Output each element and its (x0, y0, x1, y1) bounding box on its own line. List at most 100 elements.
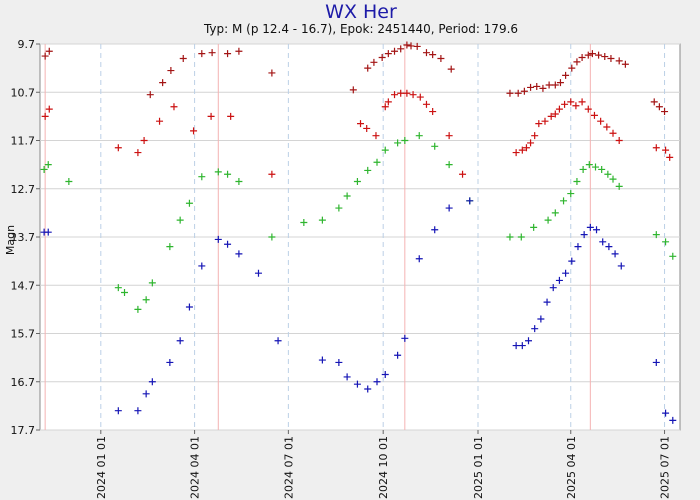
data-point-green (560, 197, 568, 205)
data-point-darkred (45, 47, 53, 55)
data-point-darkred (437, 54, 445, 62)
data-point-darkred (506, 89, 514, 97)
data-point-red (372, 132, 380, 140)
data-point-blue (176, 337, 184, 345)
data-point-darkred (146, 91, 154, 99)
data-point-green (604, 170, 612, 178)
data-point-darkred (378, 54, 386, 62)
grid (40, 43, 680, 431)
y-tick-labels: 9.7 10.7 11.7 12.7 13.7 14.7 15.7 16.7 17.7 (11, 38, 40, 437)
data-point-blue (254, 269, 262, 277)
data-point-darkred (349, 86, 357, 94)
data-point-blue (599, 238, 607, 246)
data-point-darkred (556, 79, 564, 87)
data-point-darkred (527, 83, 535, 91)
data-point-green (268, 233, 276, 241)
data-point-red (572, 102, 580, 110)
y-axis-label: Magn (4, 225, 17, 255)
data-point-red (391, 91, 399, 99)
data-point-red (416, 93, 424, 101)
data-point-red (567, 98, 575, 106)
data-point-darkred (159, 79, 167, 87)
data-point-red (666, 153, 674, 161)
data-point-blue (525, 337, 533, 345)
data-point-blue (114, 407, 122, 415)
data-point-darkred (533, 82, 541, 90)
data-point-red (156, 117, 164, 125)
data-point-blue (617, 262, 625, 270)
data-point-darkred (413, 42, 421, 50)
data-point-red (603, 123, 611, 131)
data-point-red (615, 137, 623, 144)
data-point-darkred (208, 49, 216, 57)
data-point-red (45, 105, 53, 113)
y-tick-label: 12.7 (11, 183, 36, 196)
data-point-green (40, 165, 48, 173)
data-point-green (598, 165, 606, 173)
x-tick-labels: 2024 01 01 2024 04 01 2024 07 01 2024 10 01… (95, 430, 672, 499)
x-tick-label: 2024 04 01 (189, 436, 202, 499)
data-point-blue (512, 342, 520, 350)
data-point-blue (574, 243, 582, 251)
data-point-blue (549, 284, 557, 292)
data-point-red (409, 91, 417, 99)
data-point-blue (431, 226, 439, 234)
data-point-green (214, 168, 222, 176)
data-point-blue (373, 378, 381, 386)
data-point-blue (224, 240, 232, 248)
data-point-darkred (601, 53, 609, 61)
data-point-red (384, 98, 392, 106)
data-point-darkred (578, 54, 586, 62)
data-point-blue (335, 358, 343, 366)
data-point-green (142, 296, 150, 304)
data-point-green (373, 158, 381, 166)
data-point-darkred (235, 47, 243, 55)
data-point-red (268, 170, 276, 178)
y-tick-label: 9.7 (18, 38, 36, 51)
data-point-darkred (655, 103, 663, 111)
data-point-green (567, 190, 575, 198)
data-point-blue (235, 250, 243, 258)
data-point-green (166, 243, 174, 251)
data-point-red (429, 108, 437, 116)
data-point-red (363, 124, 371, 132)
data-point-red (590, 111, 598, 119)
data-point-red (597, 117, 605, 125)
data-point-blue (134, 407, 142, 415)
data-point-green (401, 137, 409, 144)
data-point-green (44, 161, 52, 169)
data-point-blue (274, 337, 282, 345)
data-point-green (445, 161, 453, 169)
x-tick-label: 2024 10 01 (377, 436, 390, 499)
data-point-darkred (520, 87, 528, 95)
data-point-green (176, 216, 184, 224)
data-point-blue (44, 228, 52, 236)
data-point-green (198, 173, 206, 181)
data-point-darkred (539, 84, 547, 92)
data-point-red (41, 112, 49, 120)
y-tick-label: 10.7 (11, 86, 36, 99)
data-point-red (190, 127, 198, 135)
data-point-green (573, 178, 581, 186)
data-point-red (522, 144, 530, 152)
data-point-red (207, 112, 215, 120)
data-point-blue (185, 303, 193, 311)
data-point-blue (214, 235, 222, 243)
data-point-darkred (661, 108, 669, 116)
data-point-blue (611, 250, 619, 258)
data-point-red (561, 100, 569, 108)
data-point-darkred (403, 41, 411, 49)
y-tick-label: 11.7 (11, 135, 36, 148)
data-point-green (114, 284, 122, 292)
data-point-red (555, 105, 563, 113)
chart-title: WX Her (325, 1, 397, 23)
data-point-green (121, 288, 129, 296)
data-point-darkred (568, 64, 576, 72)
data-point-green (318, 216, 326, 224)
data-point-red (357, 120, 365, 128)
data-point-red (584, 105, 592, 113)
data-point-green (394, 139, 402, 147)
data-point-red (518, 146, 526, 154)
data-point-green (506, 233, 514, 241)
